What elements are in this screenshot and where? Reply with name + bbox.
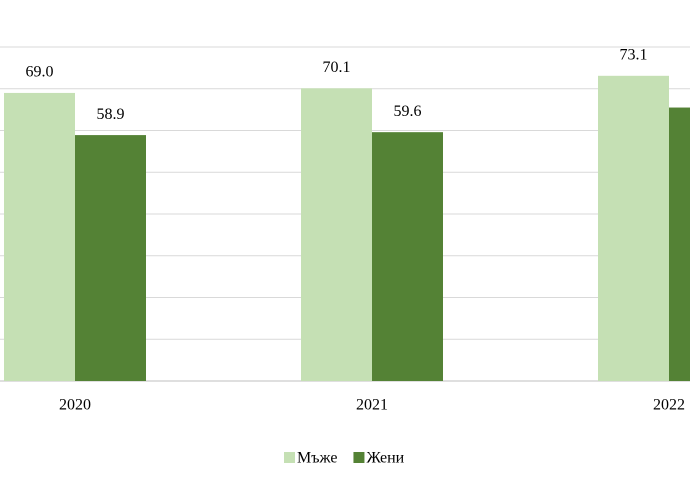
bar: [372, 132, 443, 381]
legend-swatch: [353, 452, 365, 463]
bar: [301, 88, 372, 382]
x-tick-label: 2020: [59, 397, 91, 414]
legend-swatch: [284, 452, 295, 463]
legend-label: Жени: [366, 450, 404, 467]
bar: [598, 75, 669, 382]
data-label: 70.1: [323, 59, 351, 76]
bar: [4, 92, 75, 382]
x-tick-label: 2021: [356, 397, 388, 414]
data-label: 58.9: [97, 106, 125, 123]
data-label: 59.6: [394, 103, 422, 120]
bar: [669, 107, 690, 381]
bar: [75, 135, 146, 381]
data-label: 69.0: [26, 64, 54, 81]
data-label: 73.1: [620, 46, 648, 63]
x-tick-label: 2022: [653, 397, 685, 414]
legend-label: Мъже: [297, 450, 337, 467]
